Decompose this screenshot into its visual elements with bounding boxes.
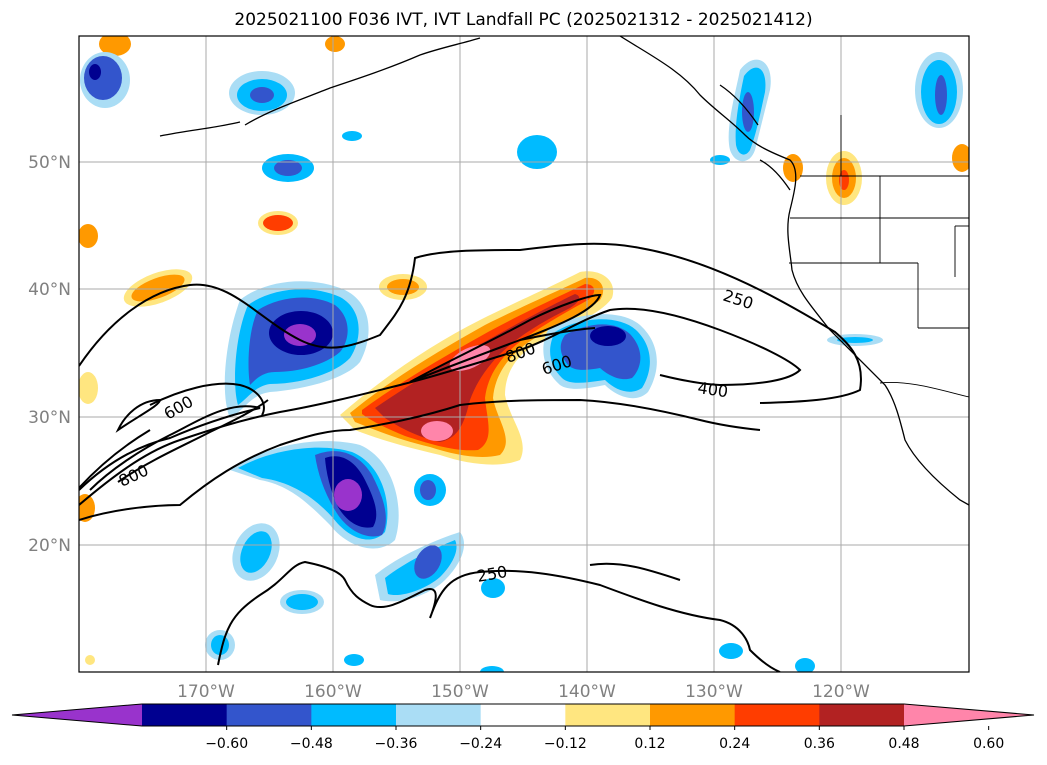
colorbar-tick-label: −0.48	[290, 736, 333, 752]
lon-label: 170°W	[177, 682, 235, 702]
colorbar-segment	[650, 704, 736, 726]
map-frame	[78, 35, 970, 673]
colorbar-tick-label: −0.12	[544, 736, 587, 752]
longitude-labels: 170°W 160°W 150°W 140°W 130°W 120°W	[177, 682, 870, 702]
colorbar-tick-label: 0.24	[719, 736, 750, 752]
colorbar-extend-low	[12, 704, 142, 726]
lat-label: 40°N	[28, 280, 71, 300]
map-plot-area: 250 400 600 800 800 600 250	[79, 36, 969, 672]
colorbar-tick-label: −0.60	[205, 736, 248, 752]
lat-label: 50°N	[28, 153, 71, 173]
colorbar-outline	[11, 703, 1035, 727]
lat-label: 20°N	[28, 536, 71, 556]
colorbar-tick-label: −0.24	[459, 736, 502, 752]
colorbar-tick-label: 0.48	[888, 736, 919, 752]
colorbar: −0.60 −0.48 −0.36 −0.24 −0.12 0.12 0.24 0.36 0.4…	[11, 703, 1035, 752]
political-borders	[789, 115, 969, 398]
colorbar-segment	[480, 704, 566, 726]
map-title: 2025021100 F036 IVT, IVT Landfall PC (20…	[234, 10, 813, 30]
colorbar-tick-label: 0.60	[973, 736, 1004, 752]
latitude-labels: 50°N 40°N 30°N 20°N	[28, 153, 71, 556]
colorbar-tick-label: 0.36	[804, 736, 835, 752]
lon-label: 130°W	[685, 682, 743, 702]
lon-label: 140°W	[558, 682, 616, 702]
lat-label: 30°N	[28, 408, 71, 428]
colorbar-segment	[226, 704, 312, 726]
colorbar-segment	[734, 704, 820, 726]
colorbar-segment	[819, 704, 905, 726]
colorbar-tick-label: −0.36	[375, 736, 418, 752]
coastlines	[159, 36, 969, 506]
lon-label: 150°W	[431, 682, 489, 702]
contour-label: 400	[696, 378, 729, 401]
colorbar-segment	[311, 704, 397, 726]
colorbar-tick-label: 0.12	[634, 736, 665, 752]
lon-label: 160°W	[304, 682, 362, 702]
lon-label: 120°W	[812, 682, 870, 702]
ivt-contours	[79, 242, 862, 672]
colorbar-extend-high	[904, 704, 1034, 726]
colorbar-segment	[396, 704, 482, 726]
colorbar-segment	[565, 704, 651, 726]
colorbar-segment	[142, 704, 228, 726]
